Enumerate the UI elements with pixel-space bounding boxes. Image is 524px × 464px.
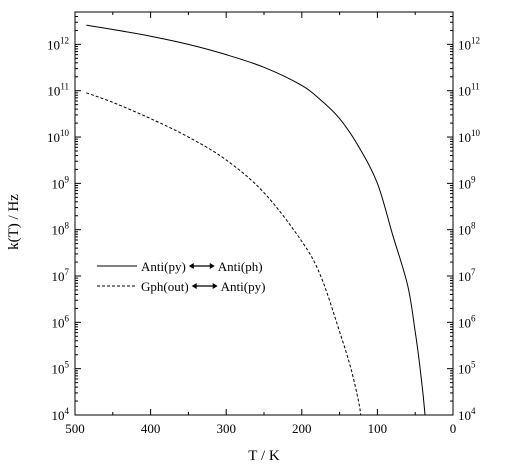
legend-arrow-head-left-2 [191,283,197,289]
y-tick-label-right: 109 [458,174,476,191]
y-tick-label-left: 1010 [47,128,70,145]
x-axis: 500 400 300 200 100 0 [65,12,456,436]
y-axis-left: 104 105 106 107 108 109 1010 1011 1012 [47,11,81,423]
legend: Anti(py) Anti(ph) Gph(out) Anti(py) [97,259,265,294]
y-tick-label-right: 107 [458,267,476,284]
x-tick-label: 500 [65,421,85,436]
legend-arrow-head-right-2 [212,283,218,289]
x-tick-label: 0 [450,421,457,436]
legend-label-right-1: Anti(ph) [218,259,263,274]
y-tick-label-right: 1011 [458,82,480,99]
y-tick-label-left: 107 [52,267,70,284]
plot-frame [74,11,454,416]
y-tick-label-left: 108 [52,221,70,238]
series-line-2 [86,92,362,416]
legend-label-right-2: Anti(py) [221,279,266,294]
legend-arrow-head-left-1 [188,263,194,269]
y-tick-label-left: 1012 [47,35,69,52]
x-tick-label: 200 [292,421,312,436]
y-tick-label-left: 109 [52,174,70,191]
y-tick-label-right: 1012 [458,35,480,52]
x-tick-label: 100 [368,421,388,436]
y-tick-label-right: 108 [458,221,476,238]
x-tick-label: 300 [216,421,236,436]
y-tick-label-left: 104 [52,406,70,423]
y-tick-label-left: 1011 [47,82,69,99]
y-axis-right: 104 105 106 107 108 109 1010 1011 1012 [447,11,481,423]
y-tick-label-right: 1010 [458,128,481,145]
series-lines [86,24,426,416]
legend-label-left-2: Gph(out) [141,279,189,294]
y-tick-label-left: 106 [52,313,70,330]
plot-border [74,11,454,416]
legend-arrow-head-right-1 [209,263,215,269]
x-axis-title: T / K [248,448,280,464]
y-axis-title: k(T) / Hz [6,194,22,250]
x-tick-label: 400 [141,421,161,436]
y-tick-label-left: 105 [52,360,70,377]
series-line-1 [86,24,426,416]
y-tick-label-right: 105 [458,360,476,377]
y-tick-label-right: 106 [458,313,476,330]
y-tick-label-right: 104 [458,406,476,423]
legend-label-left-1: Anti(py) [141,259,186,274]
